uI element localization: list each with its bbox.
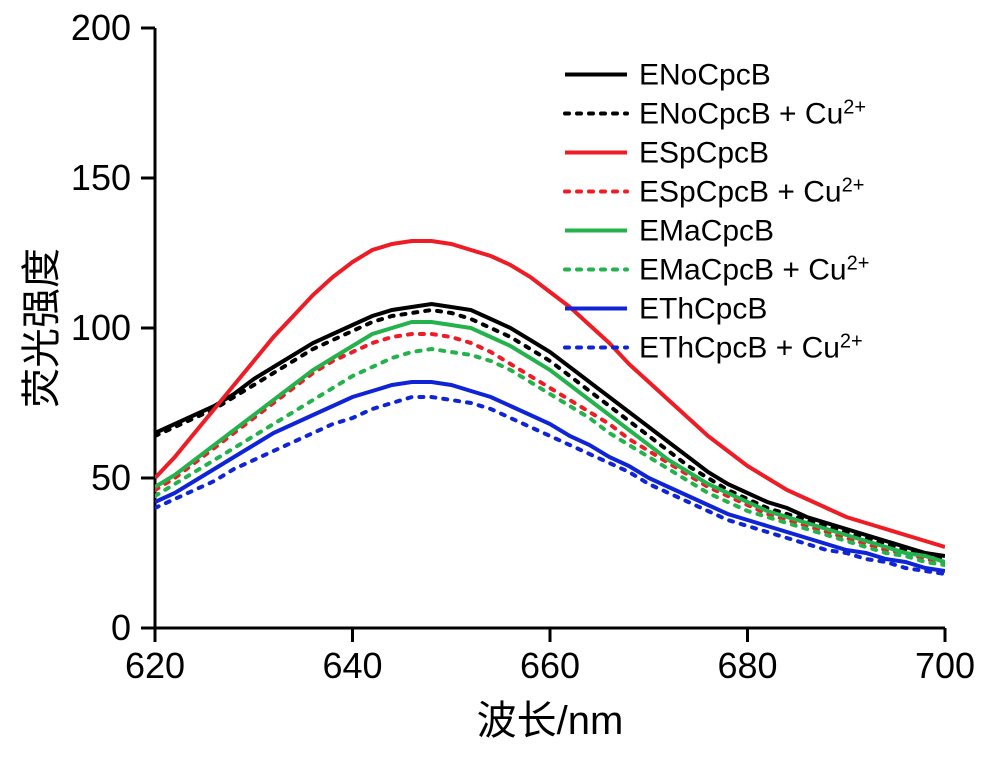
legend-label: ESpCpcB — [639, 137, 769, 170]
x-tick-label: 680 — [717, 645, 777, 686]
x-tick-label: 620 — [125, 645, 185, 686]
series-EThCpcB — [155, 382, 945, 571]
legend-label: ENoCpcB + Cu2+ — [639, 97, 866, 131]
legend-label: ENoCpcB — [639, 59, 771, 92]
y-tick-label: 100 — [71, 307, 131, 348]
y-tick-label: 150 — [71, 157, 131, 198]
y-tick-label: 200 — [71, 7, 131, 48]
legend-label: EMaCpcB — [639, 215, 774, 248]
x-tick-label: 700 — [915, 645, 975, 686]
legend-label: EThCpcB + Cu2+ — [639, 331, 863, 365]
legend-label: ESpCpcB + Cu2+ — [639, 175, 864, 209]
y-tick-label: 50 — [91, 457, 131, 498]
x-tick-label: 640 — [322, 645, 382, 686]
legend-label: EMaCpcB + Cu2+ — [639, 253, 869, 287]
legend: ENoCpcB ENoCpcB + Cu2+ ESpCpcB ESpCpcB + Cu… — [565, 59, 869, 365]
x-axis-title: 波长/nm — [477, 699, 624, 743]
series-group — [155, 241, 945, 574]
legend-label: EThCpcB — [639, 293, 767, 326]
fluorescence-spectrum-chart: 620 640 660 680 700 0 50 100 150 200 波长/nm 荧光强度 ENo… — [0, 0, 1000, 762]
x-tick-label: 660 — [520, 645, 580, 686]
y-axis-title: 荧光强度 — [20, 248, 64, 408]
y-tick-label: 0 — [111, 607, 131, 648]
